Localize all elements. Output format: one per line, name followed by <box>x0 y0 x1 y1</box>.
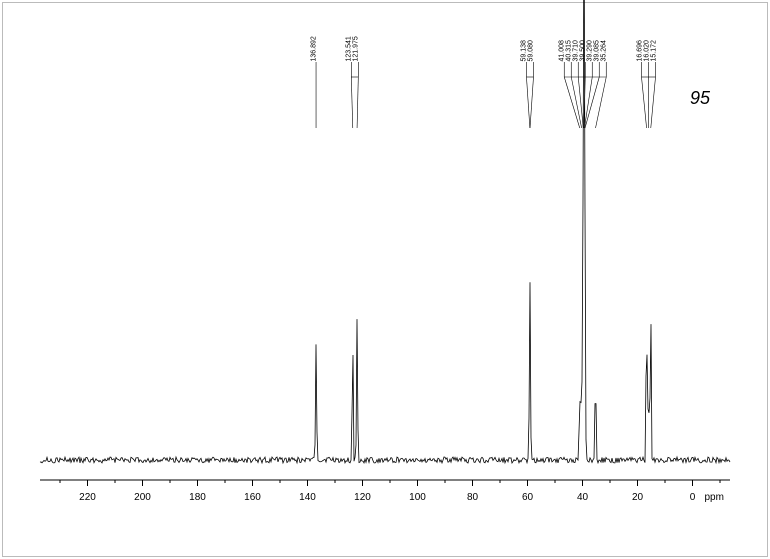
axis-tick-label: 200 <box>134 492 151 503</box>
axis-tick-label: 180 <box>189 492 206 503</box>
axis-tick-label: 60 <box>522 492 533 503</box>
axis-tick-label: 160 <box>244 492 261 503</box>
peak-ppm-label: 59.080 <box>528 40 535 61</box>
axis-tick-label: 220 <box>79 492 96 503</box>
axis-tick-label: 140 <box>299 492 316 503</box>
peak-ppm-label: 121.975 <box>353 36 360 61</box>
spectrum-plot <box>0 0 770 559</box>
peak-ppm-label: 35.264 <box>601 40 608 61</box>
axis-tick-label: 80 <box>467 492 478 503</box>
peak-ppm-label: 15.172 <box>650 40 657 61</box>
axis-unit-label: ppm <box>705 492 724 503</box>
axis-tick-label: 20 <box>632 492 643 503</box>
axis-tick-label: 120 <box>354 492 371 503</box>
handwritten-page-number: 95 <box>690 88 710 109</box>
peak-ppm-label: 16.696 <box>636 40 643 61</box>
peak-ppm-label: 136.892 <box>311 36 318 61</box>
nmr-spectrum-page: ppm 95 220200180160140120100806040200 13… <box>0 0 770 559</box>
axis-tick-label: 40 <box>577 492 588 503</box>
axis-tick-label: 0 <box>690 492 696 503</box>
axis-tick-label: 100 <box>409 492 426 503</box>
peak-ppm-label: 16.020 <box>643 40 650 61</box>
